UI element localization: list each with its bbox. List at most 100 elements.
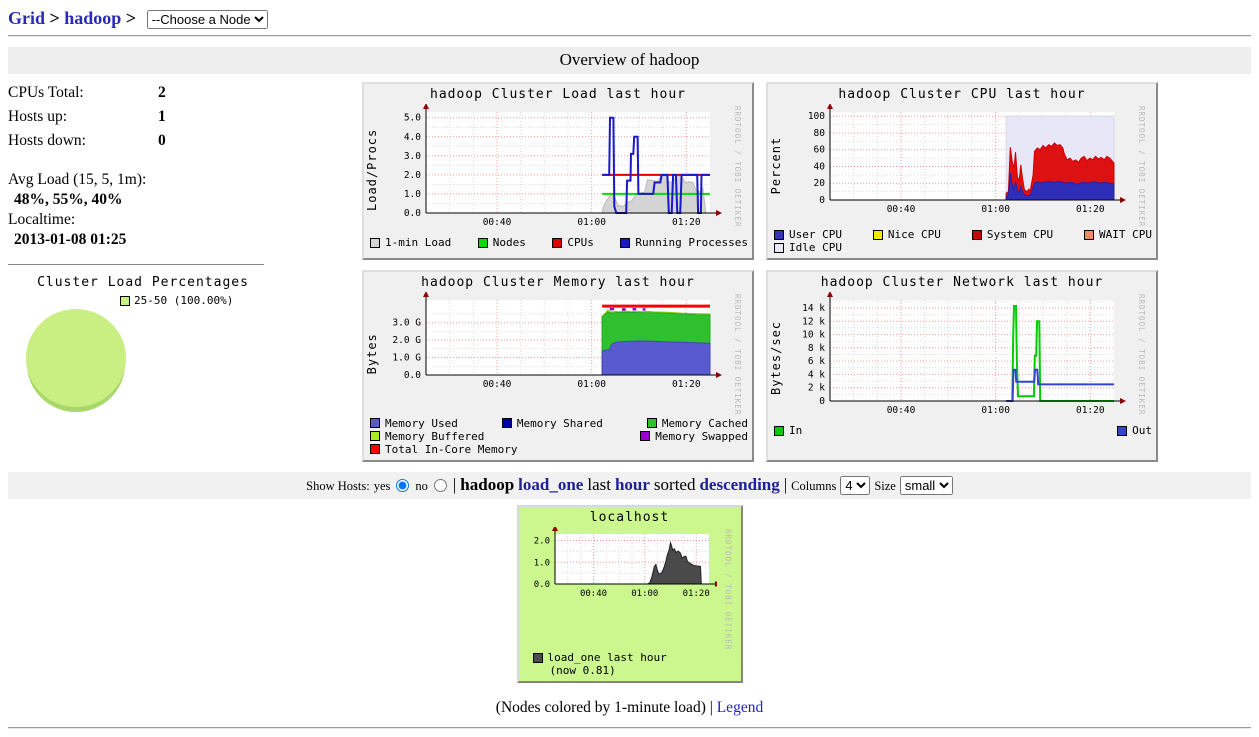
- choose-node-select[interactable]: --Choose a Node: [146, 10, 268, 29]
- size-label: Size: [874, 478, 896, 493]
- chart-cluster-cpu[interactable]: hadoop Cluster CPU last hour Percent 0 20…: [766, 82, 1158, 261]
- chart-cluster-memory[interactable]: hadoop Cluster Memory last hour Bytes 0.…: [362, 270, 754, 462]
- host-thumbnails-row: localhost 0.0 1.0 2.0 00:40 01:00 01:20 RRDTO…: [8, 504, 1251, 684]
- svg-text:14 k: 14 k: [802, 303, 825, 314]
- legend-swatch: [774, 425, 784, 436]
- legend-swatch: [774, 229, 784, 240]
- svg-text:01:20: 01:20: [682, 589, 709, 599]
- svg-text:2.0: 2.0: [533, 536, 549, 546]
- legend-item: In: [774, 424, 802, 437]
- legend-swatch: [552, 237, 563, 248]
- bottom-divider: [8, 727, 1251, 730]
- svg-text:00:40: 00:40: [483, 379, 512, 390]
- svg-text:40: 40: [814, 162, 826, 173]
- cluster-stats-column: CPUs Total: 2 Hosts up: 1 Hosts down: 0 …: [8, 82, 362, 407]
- hosts-down-label: Hosts down:: [8, 132, 86, 149]
- cpus-total-value: 2: [158, 84, 166, 101]
- svg-text:00:40: 00:40: [483, 217, 512, 228]
- legend-item: Memory Shared: [501, 417, 603, 430]
- metric-link[interactable]: load_one: [518, 474, 584, 494]
- period-link[interactable]: hour: [614, 474, 650, 494]
- columns-select[interactable]: 4: [840, 475, 871, 495]
- load-pie-chart: Cluster Load Percentages 25-50 (100.00%): [8, 275, 278, 407]
- last-label: last: [587, 474, 611, 494]
- host-title: localhost: [589, 509, 670, 525]
- legend-item: Out: [1117, 424, 1152, 437]
- chart-plot: 0 20 40 60 80 100 00:40 01:00 01:20: [808, 104, 1126, 215]
- y-axis-label: Load/Procs: [365, 128, 379, 211]
- rrdtool-watermark: RRDTOOL / TOBI OETIKER: [733, 106, 742, 228]
- svg-text:01:20: 01:20: [1076, 204, 1105, 215]
- legend-swatch: [774, 242, 784, 253]
- rrdtool-watermark: RRDTOOL / TOBI OETIKER: [1137, 106, 1146, 228]
- breadcrumb-separator: >: [125, 8, 137, 28]
- svg-text:8 k: 8 k: [808, 343, 825, 354]
- svg-text:2.0: 2.0: [404, 170, 421, 181]
- svg-text:0: 0: [819, 396, 825, 407]
- chart-legend: User CPU Nice CPU System CPU WAIT CPU Idle C…: [768, 227, 1156, 256]
- svg-text:3.0 G: 3.0 G: [392, 318, 421, 329]
- cpus-total-label: CPUs Total:: [8, 84, 84, 101]
- svg-text:80: 80: [814, 128, 826, 139]
- sort-order-link[interactable]: descending: [699, 474, 780, 494]
- hosts-up-label: Hosts up:: [8, 108, 67, 125]
- svg-text:00:40: 00:40: [579, 589, 606, 599]
- pipe-separator: |: [783, 474, 788, 494]
- show-hosts-yes-label: yes: [373, 478, 391, 493]
- svg-text:5.0: 5.0: [404, 113, 421, 124]
- show-hosts-no-radio[interactable]: [433, 478, 447, 492]
- legend-item: Memory Swapped: [640, 430, 748, 443]
- legend-swatch: [532, 652, 543, 663]
- host-plot: 0.0 1.0 2.0 00:40 01:00 01:20: [533, 526, 717, 599]
- legend-item: Nice CPU: [872, 228, 941, 241]
- svg-text:1.0: 1.0: [404, 189, 421, 200]
- footer-note-row: (Nodes colored by 1-minute load) | Legen…: [8, 699, 1251, 717]
- legend-item: WAIT CPU: [1084, 228, 1152, 241]
- legend-item: Memory Cached: [646, 417, 748, 430]
- y-axis-label: Bytes: [365, 333, 379, 375]
- chart-cluster-network[interactable]: hadoop Cluster Network last hour Bytes/s…: [766, 270, 1158, 462]
- legend-item: Memory Used: [370, 417, 458, 430]
- host-localhost-chart[interactable]: localhost 0.0 1.0 2.0 00:40 01:00 01:20 RRDTO…: [516, 504, 743, 684]
- svg-text:10 k: 10 k: [802, 330, 825, 341]
- legend-swatch: [872, 229, 883, 240]
- svg-text:01:00: 01:00: [577, 217, 606, 228]
- svg-text:00:40: 00:40: [887, 204, 916, 215]
- breadcrumb-grid-link[interactable]: Grid: [8, 8, 46, 28]
- show-hosts-yes-radio[interactable]: [396, 478, 410, 492]
- chart-plot: 0.0 1.0 2.0 3.0 4.0 5.0 00:40 01:00 01:20: [404, 104, 722, 228]
- legend-item: 1-min Load: [370, 236, 451, 249]
- chart-cluster-load[interactable]: hadoop Cluster Load last hour Load/Procs…: [362, 82, 754, 261]
- svg-text:01:00: 01:00: [577, 379, 606, 390]
- chart-title: hadoop Cluster Memory last hour: [421, 275, 695, 291]
- breadcrumb: Grid > hadoop > --Choose a Node: [8, 8, 1251, 29]
- svg-text:01:00: 01:00: [981, 204, 1010, 215]
- svg-text:01:20: 01:20: [672, 217, 701, 228]
- rrdtool-watermark: RRDTOOL / TOBI OETIKER: [733, 294, 742, 416]
- y-axis-label: Bytes/sec: [769, 320, 783, 395]
- chart-legend: 1-min Load Nodes CPUs Running Processes: [364, 235, 752, 251]
- svg-text:0: 0: [819, 195, 825, 206]
- legend-swatch: [640, 431, 651, 442]
- size-select[interactable]: small: [899, 475, 953, 495]
- legend-swatch: [370, 418, 380, 429]
- avg-load-label: Avg Load (15, 5, 1m):: [8, 171, 147, 188]
- columns-label: Columns: [791, 478, 837, 493]
- legend-swatch: [370, 444, 380, 455]
- cluster-name-label: hadoop: [460, 474, 515, 494]
- hosts-up-value: 1: [158, 108, 166, 125]
- svg-text:01:00: 01:00: [981, 405, 1010, 416]
- overview-title: Overview of hadoop: [8, 47, 1251, 74]
- legend-swatch: [971, 229, 982, 240]
- legend-swatch: [501, 418, 512, 429]
- pie-legend: 25-50 (100.00%): [120, 294, 278, 307]
- legend-swatch: [477, 237, 488, 248]
- avg-load-value: 48%, 55%, 40%: [14, 191, 123, 208]
- breadcrumb-cluster-link[interactable]: hadoop: [64, 8, 122, 28]
- legend-swatch: [370, 431, 380, 442]
- chart-title: hadoop Cluster CPU last hour: [838, 87, 1086, 102]
- legend-link[interactable]: Legend: [716, 699, 764, 717]
- overview-section: CPUs Total: 2 Hosts up: 1 Hosts down: 0 …: [8, 82, 1251, 462]
- hosts-controls-bar: Show Hosts: yes no | hadoop load_one las…: [8, 471, 1251, 499]
- legend-item: Idle CPU: [774, 241, 842, 254]
